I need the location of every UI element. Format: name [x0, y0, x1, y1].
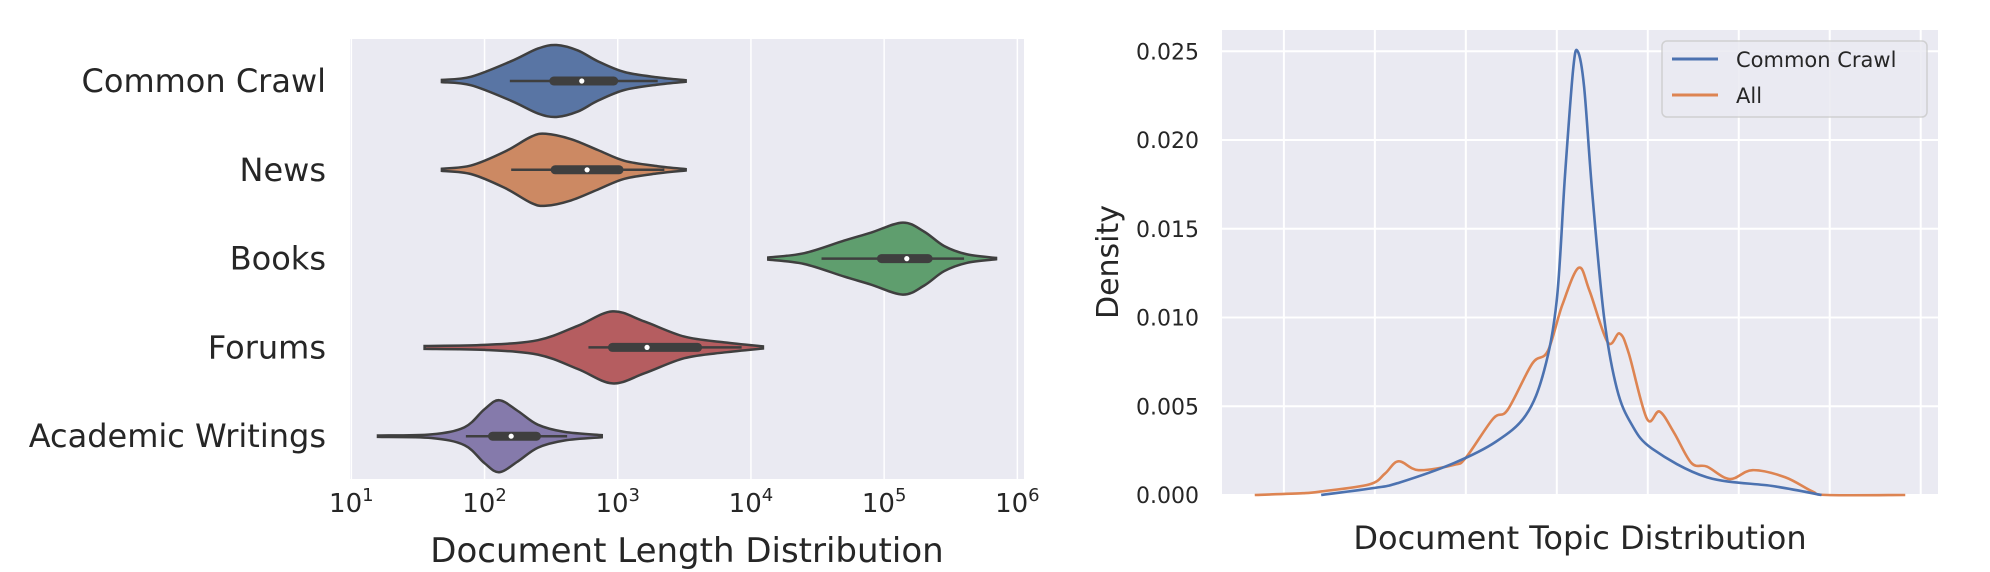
x-tick-label: 106 — [995, 485, 1040, 519]
x-tick-label: 105 — [862, 485, 907, 519]
y-tick-label: 0.020 — [1136, 129, 1199, 154]
category-label: Common Crawl — [82, 62, 326, 100]
median-marker — [579, 78, 585, 84]
y-axis-label: Density — [1091, 205, 1126, 319]
median-marker — [904, 256, 910, 262]
y-tick-label: 0.000 — [1136, 484, 1199, 509]
category-label: Academic Writings — [29, 417, 326, 455]
y-tick-label: 0.015 — [1136, 218, 1199, 243]
category-label: Forums — [208, 328, 326, 366]
x-tick-label: 102 — [462, 485, 507, 519]
x-axis-label: Document Length Distribution — [430, 531, 943, 571]
x-tick-label: 104 — [729, 485, 774, 519]
category-label: Books — [230, 240, 326, 278]
x-tick-label: 101 — [329, 485, 374, 519]
y-tick-label: 0.025 — [1136, 40, 1199, 65]
median-marker — [644, 344, 650, 350]
violin-chart: Common Crawl News Books Forums Academic Writ… — [29, 39, 1040, 571]
category-label: News — [240, 151, 326, 189]
legend-box — [1661, 40, 1928, 118]
line-all — [1254, 266, 1906, 497]
median-marker — [584, 167, 590, 173]
x-tick-label: 103 — [595, 485, 640, 519]
y-tick-label: 0.005 — [1136, 395, 1199, 420]
x-axis-label: Document Topic Distribution — [1353, 519, 1806, 557]
legend-label-all: All — [1736, 84, 1762, 108]
density-chart: 0.000 0.005 0.010 0.015 0.020 0.025 Density D… — [1091, 30, 1938, 557]
y-tick-label: 0.010 — [1136, 307, 1199, 332]
legend-label-common-crawl: Common Crawl — [1736, 48, 1896, 72]
median-marker — [508, 433, 514, 439]
line-common-crawl — [1320, 48, 1822, 497]
legend: Common Crawl All — [1661, 40, 1928, 118]
